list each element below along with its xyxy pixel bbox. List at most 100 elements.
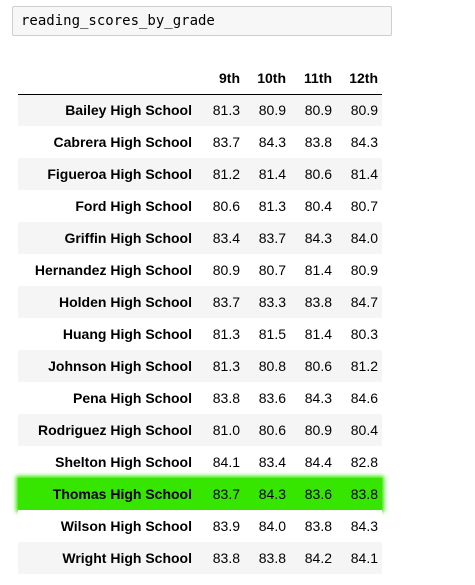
school-name-cell: Wilson High School [60, 518, 192, 534]
school-name-cell: Bailey High School [65, 102, 192, 119]
score-cell-11th: 84.4 [304, 454, 332, 470]
table-row: Shelton High School 84.1 83.4 84.4 82.8 [18, 446, 382, 478]
score-cell-11th: 80.9 [304, 102, 332, 119]
school-name-cell: Holden High School [59, 294, 192, 310]
score-cell-11th: 80.6 [304, 166, 332, 182]
code-cell-source: reading_scores_by_grade [21, 13, 215, 29]
score-cell-11th: 83.8 [304, 518, 332, 534]
score-cell-10th: 80.9 [258, 102, 286, 119]
score-cell-12th: 80.7 [350, 198, 378, 214]
score-cell-9th: 81.2 [212, 166, 240, 182]
table-row: Wright High School 83.8 83.8 84.2 84.1 [18, 542, 382, 574]
score-cell-12th: 81.2 [350, 358, 378, 374]
score-cell-10th: 80.8 [258, 358, 286, 374]
score-cell-9th: 84.1 [212, 454, 240, 470]
column-header-12th: 12th [336, 62, 382, 95]
score-cell-11th: 80.6 [304, 358, 332, 374]
table-body: Bailey High School 81.3 80.9 80.9 80.9 Cabrer… [18, 94, 382, 574]
school-name-cell: Rodriguez High School [38, 422, 192, 438]
score-cell-12th: 82.8 [350, 454, 378, 470]
school-name-cell: Hernandez High School [34, 262, 192, 278]
score-cell-11th: 83.6 [304, 486, 332, 502]
score-cell-9th: 81.0 [212, 422, 240, 438]
score-cell-9th: 80.9 [212, 262, 240, 278]
score-cell-11th: 81.4 [304, 326, 332, 342]
score-cell-9th: 83.8 [212, 390, 240, 406]
score-cell-11th: 80.9 [304, 422, 332, 438]
column-header-11th: 11th [290, 62, 336, 95]
score-cell-9th: 80.6 [212, 198, 240, 214]
score-cell-9th: 83.8 [212, 550, 240, 566]
score-cell-9th: 83.7 [212, 134, 240, 150]
score-cell-9th: 81.3 [212, 358, 240, 374]
column-header-9th: 9th [198, 62, 244, 95]
table-row: Holden High School 83.7 83.3 83.8 84.7 [18, 286, 382, 318]
score-cell-11th: 81.4 [304, 262, 332, 278]
score-cell-10th: 84.3 [258, 486, 286, 502]
score-cell-10th: 83.3 [258, 294, 286, 310]
table-row: Rodriguez High School 81.0 80.6 80.9 80.4 [18, 414, 382, 446]
score-cell-9th: 81.3 [212, 326, 240, 342]
score-cell-12th: 80.9 [350, 102, 378, 119]
table-row: Thomas High School 83.7 84.3 83.6 83.8 [18, 478, 382, 510]
score-cell-12th: 84.3 [350, 134, 378, 150]
score-cell-10th: 83.4 [258, 454, 286, 470]
score-cell-10th: 83.6 [258, 390, 286, 406]
score-cell-9th: 83.7 [212, 486, 240, 502]
score-cell-10th: 81.4 [258, 166, 286, 182]
score-cell-12th: 84.7 [350, 294, 378, 310]
score-cell-11th: 84.3 [304, 390, 332, 406]
reading-scores-table: 9th 10th 11th 12th Bailey High School 81.… [18, 62, 382, 574]
table-row: Wilson High School 83.9 84.0 83.8 84.3 [18, 510, 382, 542]
school-name-cell: Pena High School [72, 390, 192, 406]
table-row: Figueroa High School 81.2 81.4 80.6 81.4 [18, 158, 382, 190]
score-cell-9th: 83.9 [212, 518, 240, 534]
table-row: Hernandez High School 80.9 80.7 81.4 80.9 [18, 254, 382, 286]
school-name-cell: Huang High School [62, 326, 192, 342]
score-cell-12th: 84.3 [350, 518, 378, 534]
score-cell-10th: 83.8 [258, 550, 286, 566]
school-name-cell: Wright High School [62, 550, 192, 566]
school-name-cell: Johnson High School [48, 358, 192, 374]
school-name-cell: Figueroa High School [47, 166, 192, 182]
score-cell-12th: 84.0 [350, 230, 378, 246]
table-row: Pena High School 83.8 83.6 84.3 84.6 [18, 382, 382, 414]
index-header [18, 62, 198, 95]
score-cell-10th: 81.5 [258, 326, 286, 342]
school-name-cell: Shelton High School [55, 454, 192, 470]
code-cell[interactable]: reading_scores_by_grade [12, 6, 392, 36]
table-row: Johnson High School 81.3 80.8 80.6 81.2 [18, 350, 382, 382]
score-cell-12th: 84.6 [350, 390, 378, 406]
score-cell-10th: 80.7 [258, 262, 286, 278]
score-cell-11th: 84.3 [304, 230, 332, 246]
score-cell-12th: 81.4 [350, 166, 378, 182]
score-cell-10th: 84.3 [258, 134, 286, 150]
score-cell-12th: 84.1 [350, 550, 378, 566]
score-cell-11th: 83.8 [304, 134, 332, 150]
score-cell-9th: 83.7 [212, 294, 240, 310]
score-cell-9th: 83.4 [212, 230, 240, 246]
school-name-cell: Thomas High School [52, 486, 192, 502]
school-name-cell: Cabrera High School [53, 134, 192, 150]
table-row: Griffin High School 83.4 83.7 84.3 84.0 [18, 222, 382, 254]
score-cell-9th: 81.3 [212, 102, 240, 119]
table-row: Huang High School 81.3 81.5 81.4 80.3 [18, 318, 382, 350]
header-row: 9th 10th 11th 12th [18, 62, 382, 95]
score-cell-10th: 83.7 [258, 230, 286, 246]
table-header: 9th 10th 11th 12th [18, 62, 382, 95]
score-cell-11th: 84.2 [304, 550, 332, 566]
score-cell-12th: 80.3 [350, 326, 378, 342]
school-name-cell: Griffin High School [64, 230, 192, 246]
score-cell-10th: 81.3 [258, 198, 286, 214]
column-header-10th: 10th [244, 62, 290, 95]
table-row: Cabrera High School 83.7 84.3 83.8 84.3 [18, 126, 382, 158]
score-cell-10th: 80.6 [258, 422, 286, 438]
score-cell-11th: 80.4 [304, 198, 332, 214]
score-cell-11th: 83.8 [304, 294, 332, 310]
school-name-cell: Ford High School [75, 198, 192, 214]
score-cell-12th: 80.9 [350, 262, 378, 278]
table-row: Ford High School 80.6 81.3 80.4 80.7 [18, 190, 382, 222]
table-row: Bailey High School 81.3 80.9 80.9 80.9 [18, 94, 382, 126]
score-cell-10th: 84.0 [258, 518, 286, 534]
